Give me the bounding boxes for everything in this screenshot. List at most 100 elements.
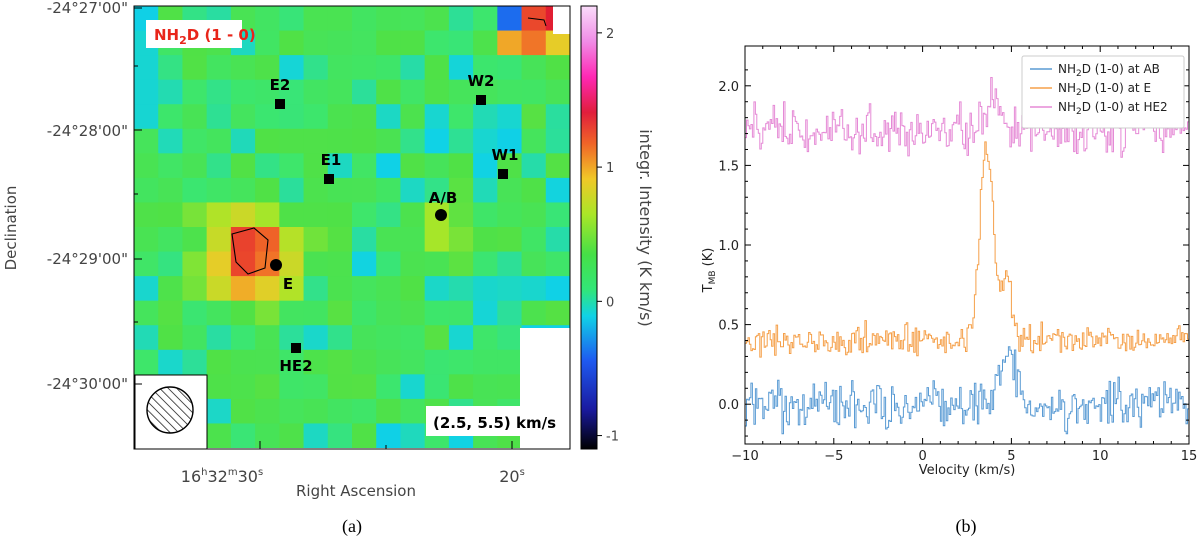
map-cell — [206, 374, 232, 400]
map-cell — [255, 128, 280, 154]
map-cell — [230, 153, 256, 179]
map-cell — [545, 300, 570, 326]
map-cell — [158, 227, 184, 253]
map-y-tick-label: -24°29'00" — [47, 250, 128, 268]
map-cell — [448, 300, 474, 326]
map-cell — [497, 227, 523, 253]
map-cell — [473, 374, 498, 400]
map-cell — [448, 276, 474, 302]
map-cell — [327, 423, 353, 448]
map-cell — [376, 374, 402, 400]
map-cell — [327, 104, 353, 130]
map-cell — [400, 202, 426, 228]
map-cell — [400, 128, 426, 154]
map-cell — [255, 423, 280, 448]
map-cell — [521, 300, 547, 326]
map-cell — [327, 325, 353, 351]
panel-label-a: (a) — [342, 516, 362, 537]
map-cell — [303, 6, 329, 32]
map-cell — [352, 30, 377, 56]
source-marker — [435, 209, 447, 221]
map-cell — [352, 325, 377, 351]
map-cell — [424, 349, 450, 375]
map-cell — [521, 30, 547, 56]
panel-label-b: (b) — [956, 516, 977, 537]
map-cell — [134, 251, 159, 277]
colorbar-ticks: 2 1 0 -1 — [597, 27, 619, 445]
map-cell — [352, 276, 377, 302]
map-cell — [327, 251, 353, 277]
map-cell — [545, 202, 570, 228]
map-cell — [230, 349, 256, 375]
map-cell — [230, 300, 256, 326]
map-cell — [448, 374, 474, 400]
map-cell — [352, 177, 377, 204]
spectra-series — [745, 77, 1189, 435]
map-cell — [352, 6, 377, 32]
map-cell — [182, 227, 208, 253]
colorbar-tick-label: 2 — [606, 27, 614, 42]
map-cell — [206, 398, 232, 425]
map-x-axis-label: Right Ascension — [296, 482, 416, 500]
velocity-range-box — [426, 406, 569, 436]
map-cell — [424, 30, 450, 56]
map-cell — [255, 30, 280, 56]
map-cell — [497, 79, 523, 105]
map-cell — [303, 276, 329, 302]
spectrum-line — [745, 141, 1189, 358]
map-cell — [303, 55, 329, 81]
map-cell — [327, 55, 353, 81]
map-y-tick-labels: -24°27'00" -24°28'00" -24°29'00" -24°30'… — [47, 0, 128, 393]
map-cell — [255, 202, 280, 228]
map-cell — [400, 153, 426, 179]
map-cell — [303, 251, 329, 277]
map-cell — [448, 227, 474, 253]
map-cell — [206, 227, 232, 253]
map-cell — [376, 349, 402, 375]
map-cell — [182, 177, 208, 204]
map-cell — [327, 300, 353, 326]
map-cell — [158, 300, 184, 326]
map-cell — [255, 374, 280, 400]
map-cell — [497, 6, 523, 32]
map-cell — [497, 276, 523, 302]
source-label: HE2 — [279, 357, 312, 375]
map-cell — [376, 251, 402, 277]
map-cell — [158, 276, 184, 302]
map-cell — [230, 276, 256, 302]
map-cell — [255, 6, 280, 32]
map-x-ticks — [259, 441, 513, 449]
map-cell — [448, 55, 474, 81]
map-cell — [545, 177, 570, 204]
map-cell — [230, 374, 256, 400]
map-cell — [230, 325, 256, 351]
spectra-x-tick-label: 15 — [1181, 449, 1198, 464]
map-cell — [376, 202, 402, 228]
map-cell — [206, 153, 232, 179]
map-frame — [133, 5, 571, 450]
map-cell — [400, 251, 426, 277]
map-cell — [521, 227, 547, 253]
spectra-y-tick-label: 2.0 — [718, 80, 739, 95]
map-cell — [303, 202, 329, 228]
source-marker — [498, 169, 508, 179]
spectra-axes: −10 −5 0 5 10 15 0.0 0.5 1.0 1.5 2.0 — [718, 46, 1197, 464]
map-cell — [521, 128, 547, 154]
spectra-y-tick-label: 0.5 — [718, 319, 739, 334]
map-title-box — [146, 20, 242, 48]
map-cell — [182, 153, 208, 179]
map-cell — [400, 276, 426, 302]
map-cell — [279, 202, 305, 228]
colorbar-label: integr. Intensity (K km/s) — [636, 129, 655, 327]
map-cell — [134, 276, 159, 302]
map-cell — [376, 6, 402, 32]
source-label: E — [283, 275, 293, 293]
map-cell — [327, 398, 353, 425]
map-cell — [303, 374, 329, 400]
map-cell — [134, 300, 159, 326]
map-cell — [182, 79, 208, 105]
source-label: E1 — [321, 151, 342, 169]
map-cell — [400, 79, 426, 105]
map-cell — [400, 30, 426, 56]
map-cell — [230, 423, 256, 448]
